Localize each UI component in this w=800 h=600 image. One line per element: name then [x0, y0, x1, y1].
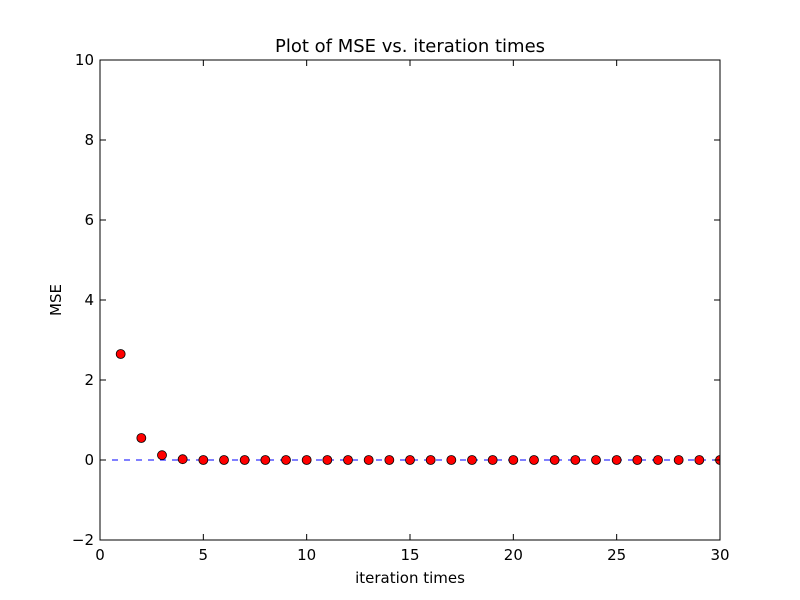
y-tick-label: 2	[84, 371, 94, 389]
data-point	[301, 455, 312, 465]
y-axis-label: MSE	[47, 284, 65, 316]
data-point	[632, 455, 643, 465]
data-point	[219, 455, 229, 465]
data-point	[487, 455, 498, 465]
x-tick-label: 10	[297, 546, 316, 564]
data-point	[653, 455, 663, 465]
x-tick-label: 0	[95, 546, 105, 564]
y-tick-label: 6	[84, 211, 94, 229]
data-point	[405, 455, 415, 465]
y-tick-label: 8	[84, 131, 94, 149]
data-point	[446, 455, 457, 465]
data-point	[281, 455, 291, 465]
data-point	[549, 455, 560, 465]
data-point	[570, 455, 581, 465]
data-point	[198, 455, 209, 465]
x-tick-label: 15	[400, 546, 419, 564]
chart-title: Plot of MSE vs. iteration times	[275, 36, 545, 57]
data-point	[591, 455, 601, 465]
data-point	[363, 455, 374, 465]
y-tick-label: 4	[84, 291, 94, 309]
data-point	[322, 455, 333, 465]
y-tick-label: 10	[75, 51, 94, 69]
data-point	[508, 455, 519, 465]
data-point	[260, 455, 271, 465]
x-tick-label: 20	[504, 546, 523, 564]
x-tick-label: 5	[199, 546, 209, 564]
data-point	[384, 455, 395, 465]
data-point	[157, 450, 167, 461]
data-point	[467, 455, 477, 465]
data-point	[425, 455, 436, 465]
data-point	[611, 455, 622, 465]
data-point	[177, 454, 188, 465]
data-point	[529, 455, 539, 465]
y-tick-label: 0	[84, 451, 94, 469]
x-tick-label: 25	[607, 546, 626, 564]
data-point	[673, 455, 684, 465]
data-point	[239, 455, 250, 465]
x-axis-label: iteration times	[355, 569, 465, 587]
x-tick-label: 30	[710, 546, 729, 564]
data-point	[136, 433, 147, 443]
data-point	[115, 349, 126, 359]
y-tick-label: −2	[72, 531, 94, 549]
data-point	[694, 455, 705, 465]
data-point	[343, 455, 353, 465]
